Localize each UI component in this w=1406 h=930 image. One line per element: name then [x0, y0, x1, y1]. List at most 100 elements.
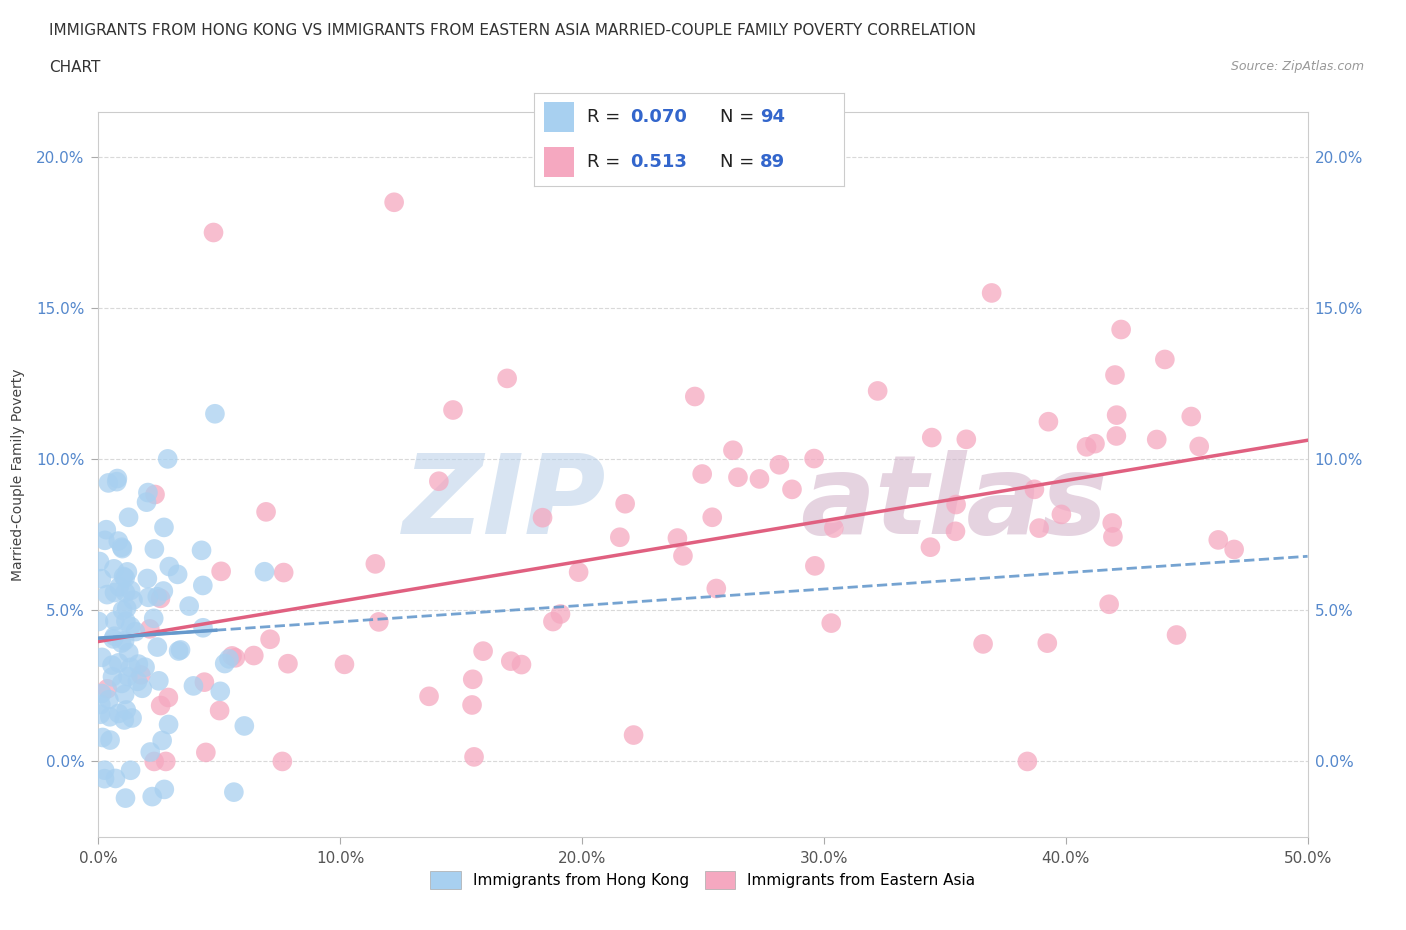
Point [127, 657, 149, 671]
Point [103, 629, 125, 644]
Point [97, 475, 120, 490]
Bar [544, 102, 575, 132]
Text: N =: N = [720, 153, 759, 171]
Point [1153, 352, 1175, 366]
Point [541, 614, 564, 629]
Point [110, 635, 132, 650]
Point [120, 619, 142, 634]
Point [920, 539, 942, 554]
Text: 0.513: 0.513 [630, 153, 688, 171]
Point [143, 541, 166, 556]
Point [136, 571, 159, 586]
Point [209, 564, 232, 578]
Point [90, 686, 112, 701]
Point [96, 587, 118, 602]
Point [142, 611, 165, 626]
Point [1105, 407, 1128, 422]
Point [254, 504, 277, 519]
Point [190, 543, 212, 558]
Point [157, 690, 180, 705]
Point [499, 654, 522, 669]
Point [704, 581, 727, 596]
Point [193, 674, 215, 689]
Point [153, 782, 176, 797]
Point [333, 657, 356, 671]
Point [418, 689, 440, 704]
Point [972, 636, 994, 651]
Point [531, 511, 554, 525]
Point [568, 565, 591, 579]
Point [98, 733, 121, 748]
Point [233, 719, 256, 734]
Point [683, 389, 706, 404]
Point [96, 682, 118, 697]
Point [120, 583, 142, 598]
Text: 0.070: 0.070 [630, 108, 688, 126]
Point [96, 523, 118, 538]
Point [98, 710, 121, 724]
Point [1109, 322, 1132, 337]
Point [666, 531, 689, 546]
Point [441, 403, 464, 418]
Point [550, 606, 572, 621]
Point [157, 559, 180, 574]
Point [803, 451, 825, 466]
Point [866, 383, 889, 398]
Point [259, 631, 281, 646]
Point [980, 286, 1002, 300]
Point [1017, 754, 1039, 769]
Point [1028, 521, 1050, 536]
Point [1036, 636, 1059, 651]
Text: IMMIGRANTS FROM HONG KONG VS IMMIGRANTS FROM EASTERN ASIA MARRIED-COUPLE FAMILY : IMMIGRANTS FROM HONG KONG VS IMMIGRANTS … [49, 23, 976, 38]
Point [273, 565, 295, 580]
Point [382, 195, 405, 210]
Point [146, 640, 169, 655]
Point [127, 674, 149, 689]
Point [131, 681, 153, 696]
Point [945, 524, 967, 538]
Text: Source: ZipAtlas.com: Source: ZipAtlas.com [1230, 60, 1364, 73]
Point [117, 510, 139, 525]
Point [114, 585, 136, 600]
Point [271, 754, 294, 769]
Point [780, 482, 803, 497]
Point [117, 669, 139, 684]
Point [1105, 429, 1128, 444]
Point [218, 651, 240, 666]
Point [148, 673, 170, 688]
Point [510, 658, 533, 672]
Text: 89: 89 [761, 153, 785, 171]
Point [89, 707, 111, 722]
Point [87, 614, 110, 629]
Point [166, 567, 188, 582]
Point [1076, 439, 1098, 454]
Point [820, 616, 842, 631]
Point [111, 603, 134, 618]
Point [105, 474, 128, 489]
Point [364, 556, 387, 571]
Point [623, 727, 645, 742]
Point [101, 658, 124, 672]
Point [103, 585, 125, 600]
Point [134, 659, 156, 674]
Point [111, 676, 134, 691]
Point [191, 620, 214, 635]
Point [108, 579, 131, 594]
Point [727, 470, 749, 485]
Point [111, 541, 134, 556]
Point [277, 657, 299, 671]
Point [823, 521, 845, 536]
Point [224, 650, 246, 665]
Point [804, 558, 827, 573]
Point [609, 530, 631, 545]
Point [117, 565, 139, 579]
Point [107, 656, 129, 671]
Point [139, 621, 162, 636]
Point [155, 754, 177, 769]
Point [945, 497, 967, 512]
Point [107, 706, 129, 721]
Point [150, 733, 173, 748]
Point [107, 534, 129, 549]
Text: CHART: CHART [49, 60, 101, 75]
Point [120, 660, 142, 675]
